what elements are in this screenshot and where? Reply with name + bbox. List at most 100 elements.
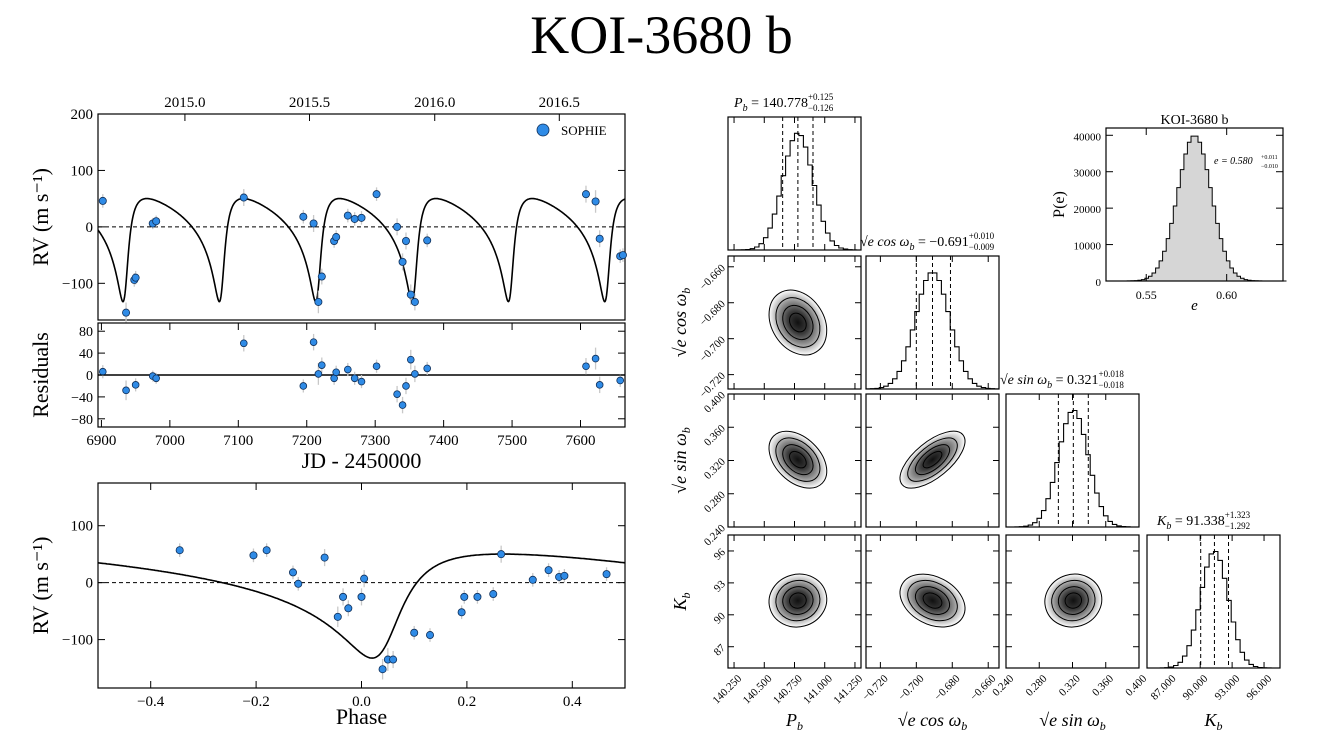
annotation-sub: −0.010 <box>1261 164 1278 170</box>
x-axis-label: JD - 2450000 <box>302 448 422 473</box>
corner-frame <box>1146 534 1281 669</box>
y-tick-label: 200 <box>71 107 94 123</box>
data-point <box>309 338 318 346</box>
data-point <box>560 571 569 580</box>
x-tick-label: 7000 <box>155 433 185 449</box>
y-tick-label: −0.680 <box>698 298 729 329</box>
x-tick-label: 90.000 <box>1181 672 1211 702</box>
contour <box>1064 592 1083 609</box>
y-tick-label: 90 <box>712 610 729 627</box>
x-tick-label: 0.55 <box>1136 288 1157 302</box>
model-curve <box>98 197 625 303</box>
y-tick-label: 0 <box>1096 277 1102 289</box>
contour <box>775 579 821 622</box>
x-axis-label: e <box>1191 298 1198 314</box>
data-point <box>457 608 466 617</box>
contour-group <box>768 430 828 489</box>
data-point <box>131 381 140 389</box>
marginal-histogram <box>865 272 999 390</box>
axis-label-base: √e cos ω <box>670 294 690 358</box>
title-label-sub: b <box>1047 380 1052 391</box>
data-point <box>591 197 600 206</box>
rv-phase-frame <box>97 482 626 689</box>
y-tick-label: 80 <box>79 325 93 340</box>
y-tick-label: 0.320 <box>702 456 728 482</box>
data-point <box>406 290 415 299</box>
x-tick-label: 0.0 <box>352 694 371 710</box>
title-value: 0.321 <box>1067 373 1099 388</box>
y-axis-label: RV (m s⁻¹) <box>28 168 53 266</box>
contour <box>922 450 943 469</box>
data-point <box>288 568 297 577</box>
title-sup: +0.018 <box>1099 369 1125 379</box>
x-tick-label: −0.4 <box>137 694 165 710</box>
x-tick-label: −0.2 <box>242 694 269 710</box>
data-point <box>339 592 348 601</box>
x-axis-label: Kb <box>1203 710 1222 733</box>
y-axis-label: RV (m s⁻¹) <box>28 537 53 635</box>
density <box>900 574 965 627</box>
title-sup: +0.010 <box>969 231 995 241</box>
x-tick-label: 0.360 <box>1090 672 1116 698</box>
data-point <box>402 382 410 390</box>
axis-label-sub: b <box>679 288 693 294</box>
panel-title: KOI-3680 b <box>1160 113 1228 128</box>
data-point <box>497 550 506 559</box>
x-tick-label: 141.250 <box>831 672 865 706</box>
title-label-sub: b <box>743 103 748 114</box>
title-sub: −0.126 <box>808 103 834 113</box>
model-curve <box>97 553 626 659</box>
title-label: K <box>1156 514 1167 529</box>
y-tick-label: −0.660 <box>698 262 729 293</box>
y-tick-label: 10000 <box>1074 241 1102 253</box>
contour <box>768 430 828 489</box>
contour-group <box>899 430 966 489</box>
x-axis-label: Pb <box>785 710 803 733</box>
data-point <box>410 628 419 637</box>
y-tick-label: −0.700 <box>698 334 729 365</box>
data-point <box>357 592 366 601</box>
x-tick-label: 87.000 <box>1149 672 1179 702</box>
contour <box>782 444 814 476</box>
corner-frame <box>865 255 1000 390</box>
y-tick-label: 100 <box>71 519 94 535</box>
data-point <box>389 655 398 664</box>
y-tick-label: 0 <box>86 369 93 384</box>
contour <box>789 592 807 609</box>
data-point <box>591 354 600 363</box>
contour <box>1057 586 1089 615</box>
data-point <box>393 390 401 398</box>
x-tick-label: 0.2 <box>458 694 477 710</box>
contour <box>782 586 814 615</box>
data-point <box>357 213 366 222</box>
data-point <box>372 362 381 371</box>
data-point <box>299 382 308 390</box>
contour <box>914 444 951 476</box>
x-tick-label: 6900 <box>86 433 116 449</box>
axis-label-base: √e sin ω <box>670 433 690 494</box>
axis-label-base: √e sin ω <box>1039 710 1100 730</box>
density <box>900 431 965 489</box>
data-point <box>98 367 107 376</box>
axis-label-base: P <box>785 710 797 730</box>
data-point <box>616 376 625 385</box>
title-sup: +1.323 <box>1225 510 1251 520</box>
data-point <box>460 592 469 601</box>
contour <box>907 437 958 482</box>
y-tick-label: 93 <box>712 578 729 595</box>
x-tick-label: −0.700 <box>896 672 927 703</box>
title-value: 140.778 <box>762 96 808 111</box>
axis-label-sub: b <box>1100 719 1106 733</box>
top-axis-label: 2016.0 <box>414 95 455 111</box>
data-point <box>618 251 627 260</box>
x-tick-label: 0.320 <box>1057 672 1083 698</box>
y-tick-label: −100 <box>62 633 93 649</box>
title-value: 91.338 <box>1186 514 1225 529</box>
title-label-sub: b <box>909 242 914 253</box>
axis-label-sub: b <box>679 427 693 433</box>
y-tick-label: 87 <box>712 642 729 659</box>
data-point <box>98 196 107 205</box>
contour <box>775 437 821 482</box>
corner-frame <box>1005 393 1140 528</box>
histogram <box>1106 135 1287 282</box>
